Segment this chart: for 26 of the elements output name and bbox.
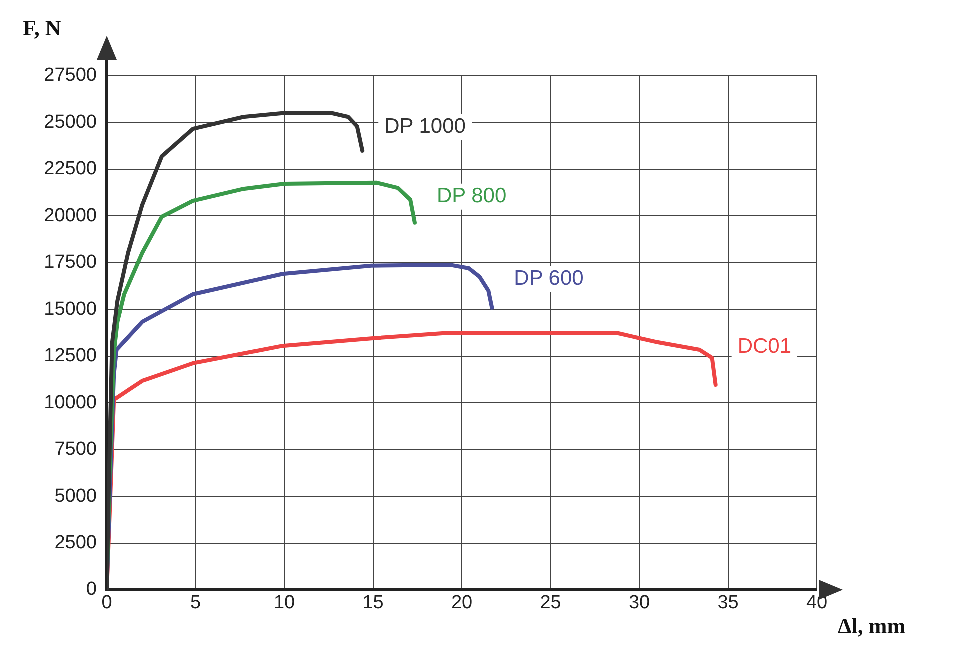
x-tick-label: 20	[451, 592, 473, 614]
y-tick-label: 22500	[44, 158, 97, 180]
y-tick-label: 17500	[44, 252, 97, 274]
x-axis-title: Δl, mm	[838, 614, 906, 639]
x-tick-label: 30	[628, 592, 650, 614]
y-tick-label: 0	[86, 579, 97, 600]
series-label: DP 800	[436, 184, 507, 208]
series-label: DP 600	[514, 266, 584, 290]
y-tick-label: 20000	[44, 205, 97, 226]
y-tick-label: 27500	[44, 65, 97, 86]
series-label: DP 1000	[384, 114, 466, 138]
series-label: DC01	[738, 334, 792, 358]
x-tick-label: 35	[718, 592, 739, 614]
y-tick-label: 25000	[44, 112, 97, 133]
y-tick-label: 5000	[54, 486, 97, 507]
x-tick-label: 5	[190, 592, 202, 614]
y-axis-title: F, N	[23, 16, 62, 41]
y-tick-label: 7500	[54, 439, 97, 460]
y-tick-label: 15000	[44, 298, 97, 320]
x-tick-label: 10	[274, 592, 296, 614]
x-tick-label: 25	[540, 592, 562, 614]
y-tick-label: 12500	[44, 346, 97, 367]
y-tick-label: 2500	[54, 532, 97, 554]
x-tick-label: 15	[362, 592, 384, 614]
x-tick-label: 0	[102, 592, 112, 614]
y-tick-label: 10000	[44, 392, 97, 414]
